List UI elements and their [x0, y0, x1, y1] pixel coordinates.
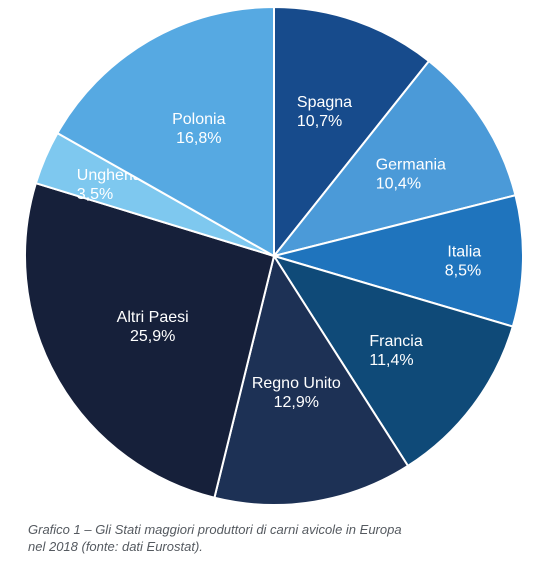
slice-value-spagna: 10,7%	[297, 113, 342, 130]
caption-line-2: nel 2018 (fonte: dati Eurostat).	[28, 539, 203, 554]
slice-label-francia: Francia	[369, 333, 422, 350]
pie-slice-polonia	[56, 6, 275, 257]
pie-slice-italia	[273, 194, 524, 328]
pie-slice-regno-unito	[213, 255, 409, 506]
slice-value-italia: 8,5%	[445, 263, 481, 280]
chart-caption: Grafico 1 – Gli Stati maggiori produttor…	[28, 521, 508, 555]
pie-slice-spagna	[273, 6, 430, 257]
slice-label-spagna: Spagna	[297, 94, 352, 111]
slice-label-germania: Germania	[376, 156, 446, 173]
caption-line-1: Grafico 1 – Gli Stati maggiori produttor…	[28, 522, 402, 537]
slice-value-ungheria: 3,5%	[77, 186, 113, 203]
slice-value-germania: 10,4%	[376, 175, 421, 192]
slice-label-italia: Italia	[447, 244, 481, 261]
slice-value-francia: 11,4%	[369, 352, 413, 369]
slice-value-polonia: 16,8%	[176, 130, 221, 147]
pie-slice-francia	[273, 255, 514, 467]
pie-slice-germania	[273, 60, 517, 257]
slice-value-regno-unito: 12,9%	[274, 394, 319, 411]
slice-label-regno-unito: Regno Unito	[252, 375, 341, 392]
pie-slice-altri-paesi	[24, 182, 275, 499]
pie-chart: Spagna 10,7% Germania 10,4% Italia 8,5% Franci…	[24, 6, 524, 506]
slice-label-polonia: Polonia	[172, 111, 225, 128]
slice-label-altri-paesi: Altri Paesi	[117, 309, 189, 326]
slice-value-altri-paesi: 25,9%	[130, 328, 175, 345]
